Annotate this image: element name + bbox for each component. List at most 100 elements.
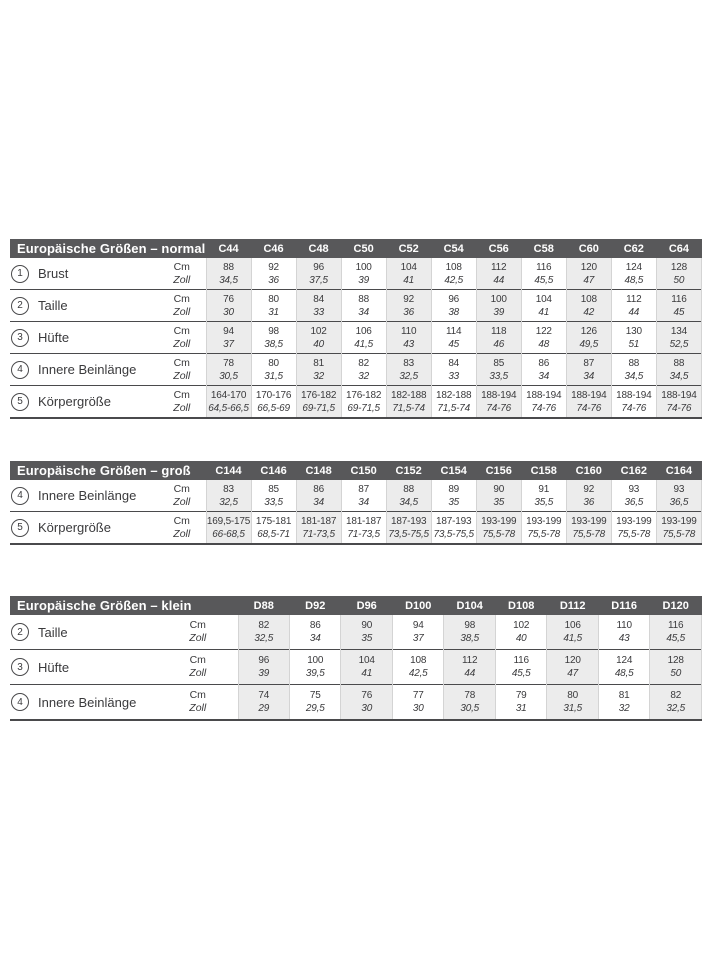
cm-value: 106 (564, 620, 581, 631)
cm-value: 94 (412, 620, 424, 631)
row-number-badge: 5 (11, 392, 29, 411)
row-number-badge: 4 (11, 360, 29, 379)
zoll-value: 74-76 (666, 402, 692, 414)
header-row: Europäische Größen – groß C144 C146 C148 C15… (10, 461, 702, 480)
zoll-value: 32,5 (219, 496, 238, 508)
row-label: Taille (38, 298, 68, 313)
cm-value: 82 (670, 690, 682, 701)
value-cell: 84 33 (295, 289, 342, 322)
table-row: 3 Hüfte Cm Zoll 96 39 100 39,5 104 41 108 42,5 112 44… (10, 649, 702, 685)
value-cell: 82 32,5 (649, 684, 702, 720)
zoll-value: 69-71,5 (347, 402, 380, 414)
unit-zoll-label: Zoll (173, 401, 191, 414)
zoll-value: 37,5 (309, 274, 328, 286)
table-row: 2 Taille Cm Zoll 76 30 80 31 84 33 88 34 92 36 96 38 100… (10, 289, 703, 322)
zoll-value: 68,5-71 (257, 528, 290, 540)
cm-value: 89 (448, 483, 460, 495)
zoll-value: 43 (618, 633, 630, 644)
column-header: D104 (443, 596, 496, 615)
table-body: 2 Taille Cm Zoll 82 32,5 86 34 90 35 94 37 98 38,5 102… (10, 615, 702, 720)
cm-value: 134 (670, 325, 687, 337)
value-cell: 93 36,5 (655, 480, 703, 512)
zoll-value: 30,5 (460, 703, 480, 714)
row-number-badge: 4 (11, 486, 29, 505)
column-header: C162 (611, 461, 657, 480)
value-cell: 90 35 (340, 615, 393, 650)
value-cell: 83 32,5 (205, 480, 252, 512)
value-cell: 86 34 (288, 615, 341, 650)
cm-value: 80 (268, 357, 279, 369)
value-cell: 181-187 71-73,5 (340, 511, 387, 544)
zoll-value: 29 (258, 703, 270, 714)
zoll-value: 48,5 (624, 274, 644, 286)
zoll-value: 47 (583, 274, 595, 286)
row-label-cell: 4 Innere Beinlänge (10, 353, 158, 386)
value-cell: 188-194 74-76 (610, 385, 657, 418)
value-cell: 88 34,5 (205, 258, 252, 290)
row-number-badge: 5 (11, 518, 29, 537)
zoll-value: 36 (583, 496, 595, 508)
unit-cell: Cm Zoll (158, 258, 206, 290)
cm-value: 76 (223, 293, 234, 305)
value-cell: 193-199 75,5-78 (655, 511, 703, 544)
unit-cell: Cm Zoll (158, 649, 239, 685)
value-cell: 128 50 (655, 258, 703, 290)
zoll-value: 69-71,5 (302, 402, 335, 414)
column-header: C52 (386, 239, 432, 258)
table-row: 4 Innere Beinlänge Cm Zoll 74 29 75 29,5 76 30 77 3… (10, 684, 702, 720)
unit-zoll-label: Zoll (173, 369, 191, 382)
cm-value: 169,5-175 (206, 515, 251, 527)
cm-value: 193-199 (616, 515, 652, 527)
value-cell: 86 34 (520, 353, 567, 386)
column-header: D88 (238, 596, 290, 615)
zoll-value: 34,5 (669, 370, 689, 382)
cm-value: 88 (223, 261, 234, 273)
cm-value: 83 (223, 483, 234, 495)
value-cell: 116 45,5 (520, 258, 567, 290)
table-header: Europäische Größen – groß C144 C146 C148 C15… (10, 461, 702, 480)
value-cell: 188-194 74-76 (475, 385, 522, 418)
zoll-value: 74-76 (576, 402, 602, 414)
cm-value: 84 (448, 357, 460, 369)
size-table-gross: Europäische Größen – groß C144 C146 C148 C15… (10, 461, 703, 545)
value-cell: 88 34,5 (655, 353, 703, 386)
zoll-value: 49,5 (579, 338, 599, 350)
cm-value: 84 (313, 293, 324, 305)
value-cell: 116 45 (655, 289, 703, 322)
cm-value: 188-194 (481, 389, 517, 401)
zoll-value: 34,5 (219, 274, 238, 286)
table-row: 4 Innere Beinlänge Cm Zoll 83 32,5 85 33,5 86 34 8… (10, 480, 703, 512)
column-header: D112 (546, 596, 599, 615)
cm-value: 187-193 (391, 515, 427, 527)
column-header: C154 (431, 461, 477, 480)
zoll-value: 40 (313, 338, 324, 350)
value-cell: 187-193 73,5-75,5 (430, 511, 477, 544)
cm-value: 78 (223, 357, 234, 369)
cm-value: 102 (310, 325, 327, 337)
value-cell: 112 44 (475, 258, 522, 290)
zoll-value: 71-73,5 (347, 528, 380, 540)
zoll-value: 75,5-78 (482, 528, 515, 540)
cm-value: 182-188 (436, 389, 472, 401)
value-cell: 193-199 75,5-78 (565, 511, 612, 544)
cm-value: 96 (313, 261, 324, 273)
cm-value: 110 (400, 325, 417, 337)
value-cell: 88 34,5 (610, 353, 657, 386)
zoll-value: 33 (448, 370, 460, 382)
zoll-value: 35 (361, 633, 373, 644)
value-cell: 122 48 (520, 321, 567, 354)
cm-value: 100 (307, 655, 324, 666)
zoll-value: 45,5 (534, 274, 554, 286)
cm-value: 96 (258, 655, 270, 666)
zoll-value: 34 (358, 306, 369, 318)
zoll-value: 38,5 (264, 338, 283, 350)
value-cell: 92 36 (250, 258, 297, 290)
zoll-value: 30 (223, 306, 234, 318)
zoll-value: 32 (618, 703, 630, 714)
zoll-value: 45,5 (666, 633, 686, 644)
zoll-value: 48,5 (614, 668, 634, 679)
zoll-value: 75,5-78 (662, 528, 696, 540)
cm-value: 118 (491, 325, 507, 337)
value-cell: 75 29,5 (288, 684, 341, 720)
